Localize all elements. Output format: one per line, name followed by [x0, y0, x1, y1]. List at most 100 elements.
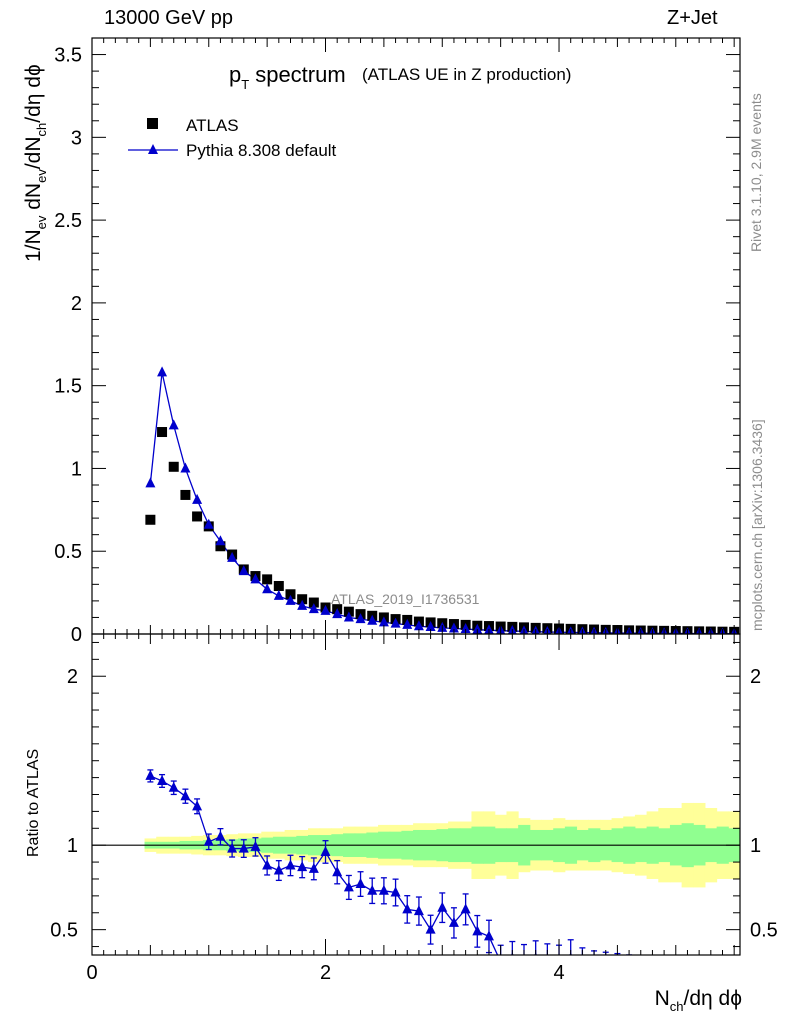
ratio-point: [496, 956, 506, 966]
ratio-point: [589, 964, 599, 974]
x-axis-label: Nch/dη dϕ: [655, 987, 742, 1014]
main-y-tick-label: 3: [71, 127, 82, 149]
atlas-point: [285, 589, 296, 600]
atlas-point: [145, 514, 156, 525]
ratio-point: [203, 835, 214, 846]
pythia-point: [168, 419, 179, 430]
atlas-point: [168, 461, 179, 472]
ratio-point: [378, 884, 389, 895]
pythia-point: [215, 535, 226, 546]
atlas-point: [180, 489, 191, 500]
ratio-point: [145, 769, 156, 780]
pythia-point: [145, 477, 156, 488]
ratio-point: [425, 923, 436, 934]
pythia-point: [157, 366, 168, 377]
ratio-point: [601, 966, 611, 976]
ratio-point: [192, 800, 203, 811]
plot-subtitle: (ATLAS UE in Z production): [362, 65, 571, 84]
ratio-point: [647, 974, 657, 984]
ratio-point: [285, 859, 296, 870]
ratio-point: [367, 884, 378, 895]
ratio-x-tick-label: 2: [320, 962, 331, 984]
ratio-point: [332, 866, 343, 877]
ratio-point: [273, 864, 284, 875]
ratio-x-tick-label: 0: [86, 962, 97, 984]
ratio-point: [659, 976, 669, 986]
legend-pythia-label: Pythia 8.308 default: [186, 141, 337, 160]
ratio-point: [671, 978, 681, 988]
pythia-point: [320, 604, 331, 615]
ratio-series-line: [150, 775, 499, 955]
ratio-point: [636, 971, 646, 981]
pythia-point: [402, 618, 413, 629]
pythia-point: [192, 493, 203, 504]
pythia-point: [262, 583, 273, 594]
ratio-point: [320, 845, 331, 856]
pythia-point: [413, 620, 424, 631]
ratio-point: [460, 903, 471, 914]
ratio-point: [577, 961, 587, 971]
ratio-y-axis-label: Ratio to ATLAS: [25, 749, 42, 857]
main-y-tick-label: 2.5: [54, 210, 82, 232]
legend-pythia-marker: [148, 144, 158, 154]
pythia-point: [343, 611, 354, 622]
ratio-point: [250, 840, 261, 851]
main-y-tick-label: 0.5: [54, 541, 82, 563]
legend-atlas-label: ATLAS: [186, 116, 239, 135]
pythia-point: [297, 599, 308, 610]
ratio-point: [238, 842, 249, 853]
atlas-point: [215, 541, 226, 552]
pythia-point: [203, 518, 214, 529]
pythia-point: [332, 608, 343, 619]
ratio-y-tick-label: 0.5: [50, 920, 78, 942]
ratio-point: [437, 901, 448, 912]
header-left: 13000 GeV pp: [104, 7, 233, 29]
pythia-point: [227, 551, 238, 562]
ratio-point: [390, 886, 401, 897]
pythia-point: [448, 622, 459, 633]
atlas-point: [273, 580, 284, 591]
main-y-axis-label: 1/Nev dNev/dNch/dη dϕ: [22, 64, 49, 262]
ratio-point: [448, 916, 459, 927]
atlas-point: [262, 574, 273, 585]
ratio-point: [355, 878, 366, 889]
ratio-y-tick-label: 2: [67, 666, 78, 688]
ratio-point: [612, 968, 622, 978]
ratio-point: [168, 781, 179, 792]
ratio-point: [483, 930, 494, 941]
ratio-x-tick-label: 4: [553, 962, 564, 984]
ratio-point: [472, 925, 483, 936]
pythia-point: [425, 621, 436, 632]
ratio-point: [297, 861, 308, 872]
main-y-tick-label: 2: [71, 293, 82, 315]
main-y-tick-label: 0: [71, 624, 82, 646]
header-right: Z+Jet: [667, 7, 718, 29]
legend-atlas-marker: [147, 118, 158, 129]
ratio-y-tick-label: 1: [67, 835, 78, 857]
ratio-point: [262, 859, 273, 870]
main-y-tick-label: 3.5: [54, 45, 82, 67]
ratio-point: [215, 830, 226, 841]
pythia-point: [355, 613, 366, 624]
ratio-point: [180, 790, 191, 801]
pythia-point: [367, 614, 378, 625]
analysis-watermark: ATLAS_2019_I1736531: [331, 591, 480, 607]
ratio-y-tick-label-right: 2: [750, 666, 761, 688]
ratio-panel-content: [92, 769, 740, 988]
ratio-point: [227, 842, 238, 853]
atlas-point: [297, 594, 308, 605]
pythia-point: [285, 594, 296, 605]
ratio-point: [519, 956, 529, 966]
main-y-tick-label: 1: [71, 458, 82, 480]
main-y-tick-label: 1.5: [54, 376, 82, 398]
ratio-point: [542, 956, 552, 966]
pythia-point: [238, 565, 249, 576]
ratio-point: [343, 881, 354, 892]
ratio-point: [624, 969, 634, 979]
ratio-point: [413, 905, 424, 916]
pythia-point: [460, 623, 471, 634]
ratio-point: [157, 774, 168, 785]
pythia-point: [273, 589, 284, 600]
atlas-point: [308, 597, 319, 608]
